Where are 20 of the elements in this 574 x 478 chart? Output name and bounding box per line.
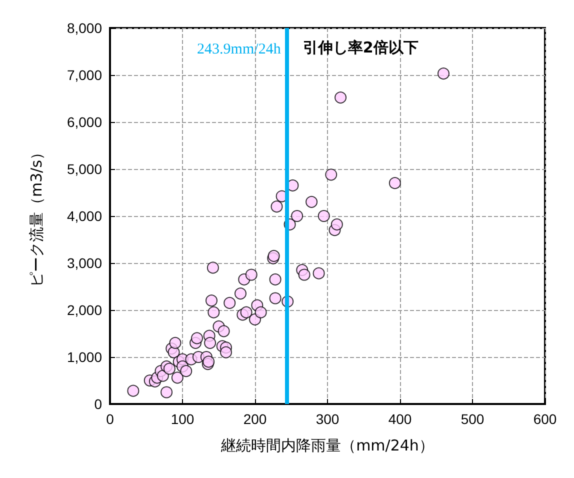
x-tick-label: 600 (533, 411, 557, 427)
y-tick-label: 7,000 (66, 67, 102, 83)
x-tick-label: 100 (170, 411, 194, 427)
x-tick-label: 300 (316, 411, 340, 427)
x-tick-label: 200 (243, 411, 267, 427)
x-tick-label: 400 (388, 411, 412, 427)
x-axis-title: 継続時間内降雨量（mm/24h） (220, 436, 434, 454)
y-tick-label: 0 (94, 396, 102, 412)
ref-line-label: 243.9mm/24h (197, 42, 282, 58)
y-tick-label: 3,000 (66, 255, 102, 271)
y-tick-label: 4,000 (66, 208, 102, 224)
y-tick-label: 5,000 (66, 161, 102, 177)
y-tick-label: 1,000 (66, 349, 102, 365)
x-tick-label: 0 (106, 411, 114, 427)
annotation: 引伸し率2倍以下 (302, 38, 418, 56)
y-axis-title: ピーク流量（m3/s） (28, 144, 46, 288)
y-tick-label: 8,000 (66, 20, 102, 36)
x-tick-label: 500 (460, 411, 484, 427)
y-tick-label: 6,000 (66, 114, 102, 130)
y-tick-label: 2,000 (66, 302, 102, 318)
